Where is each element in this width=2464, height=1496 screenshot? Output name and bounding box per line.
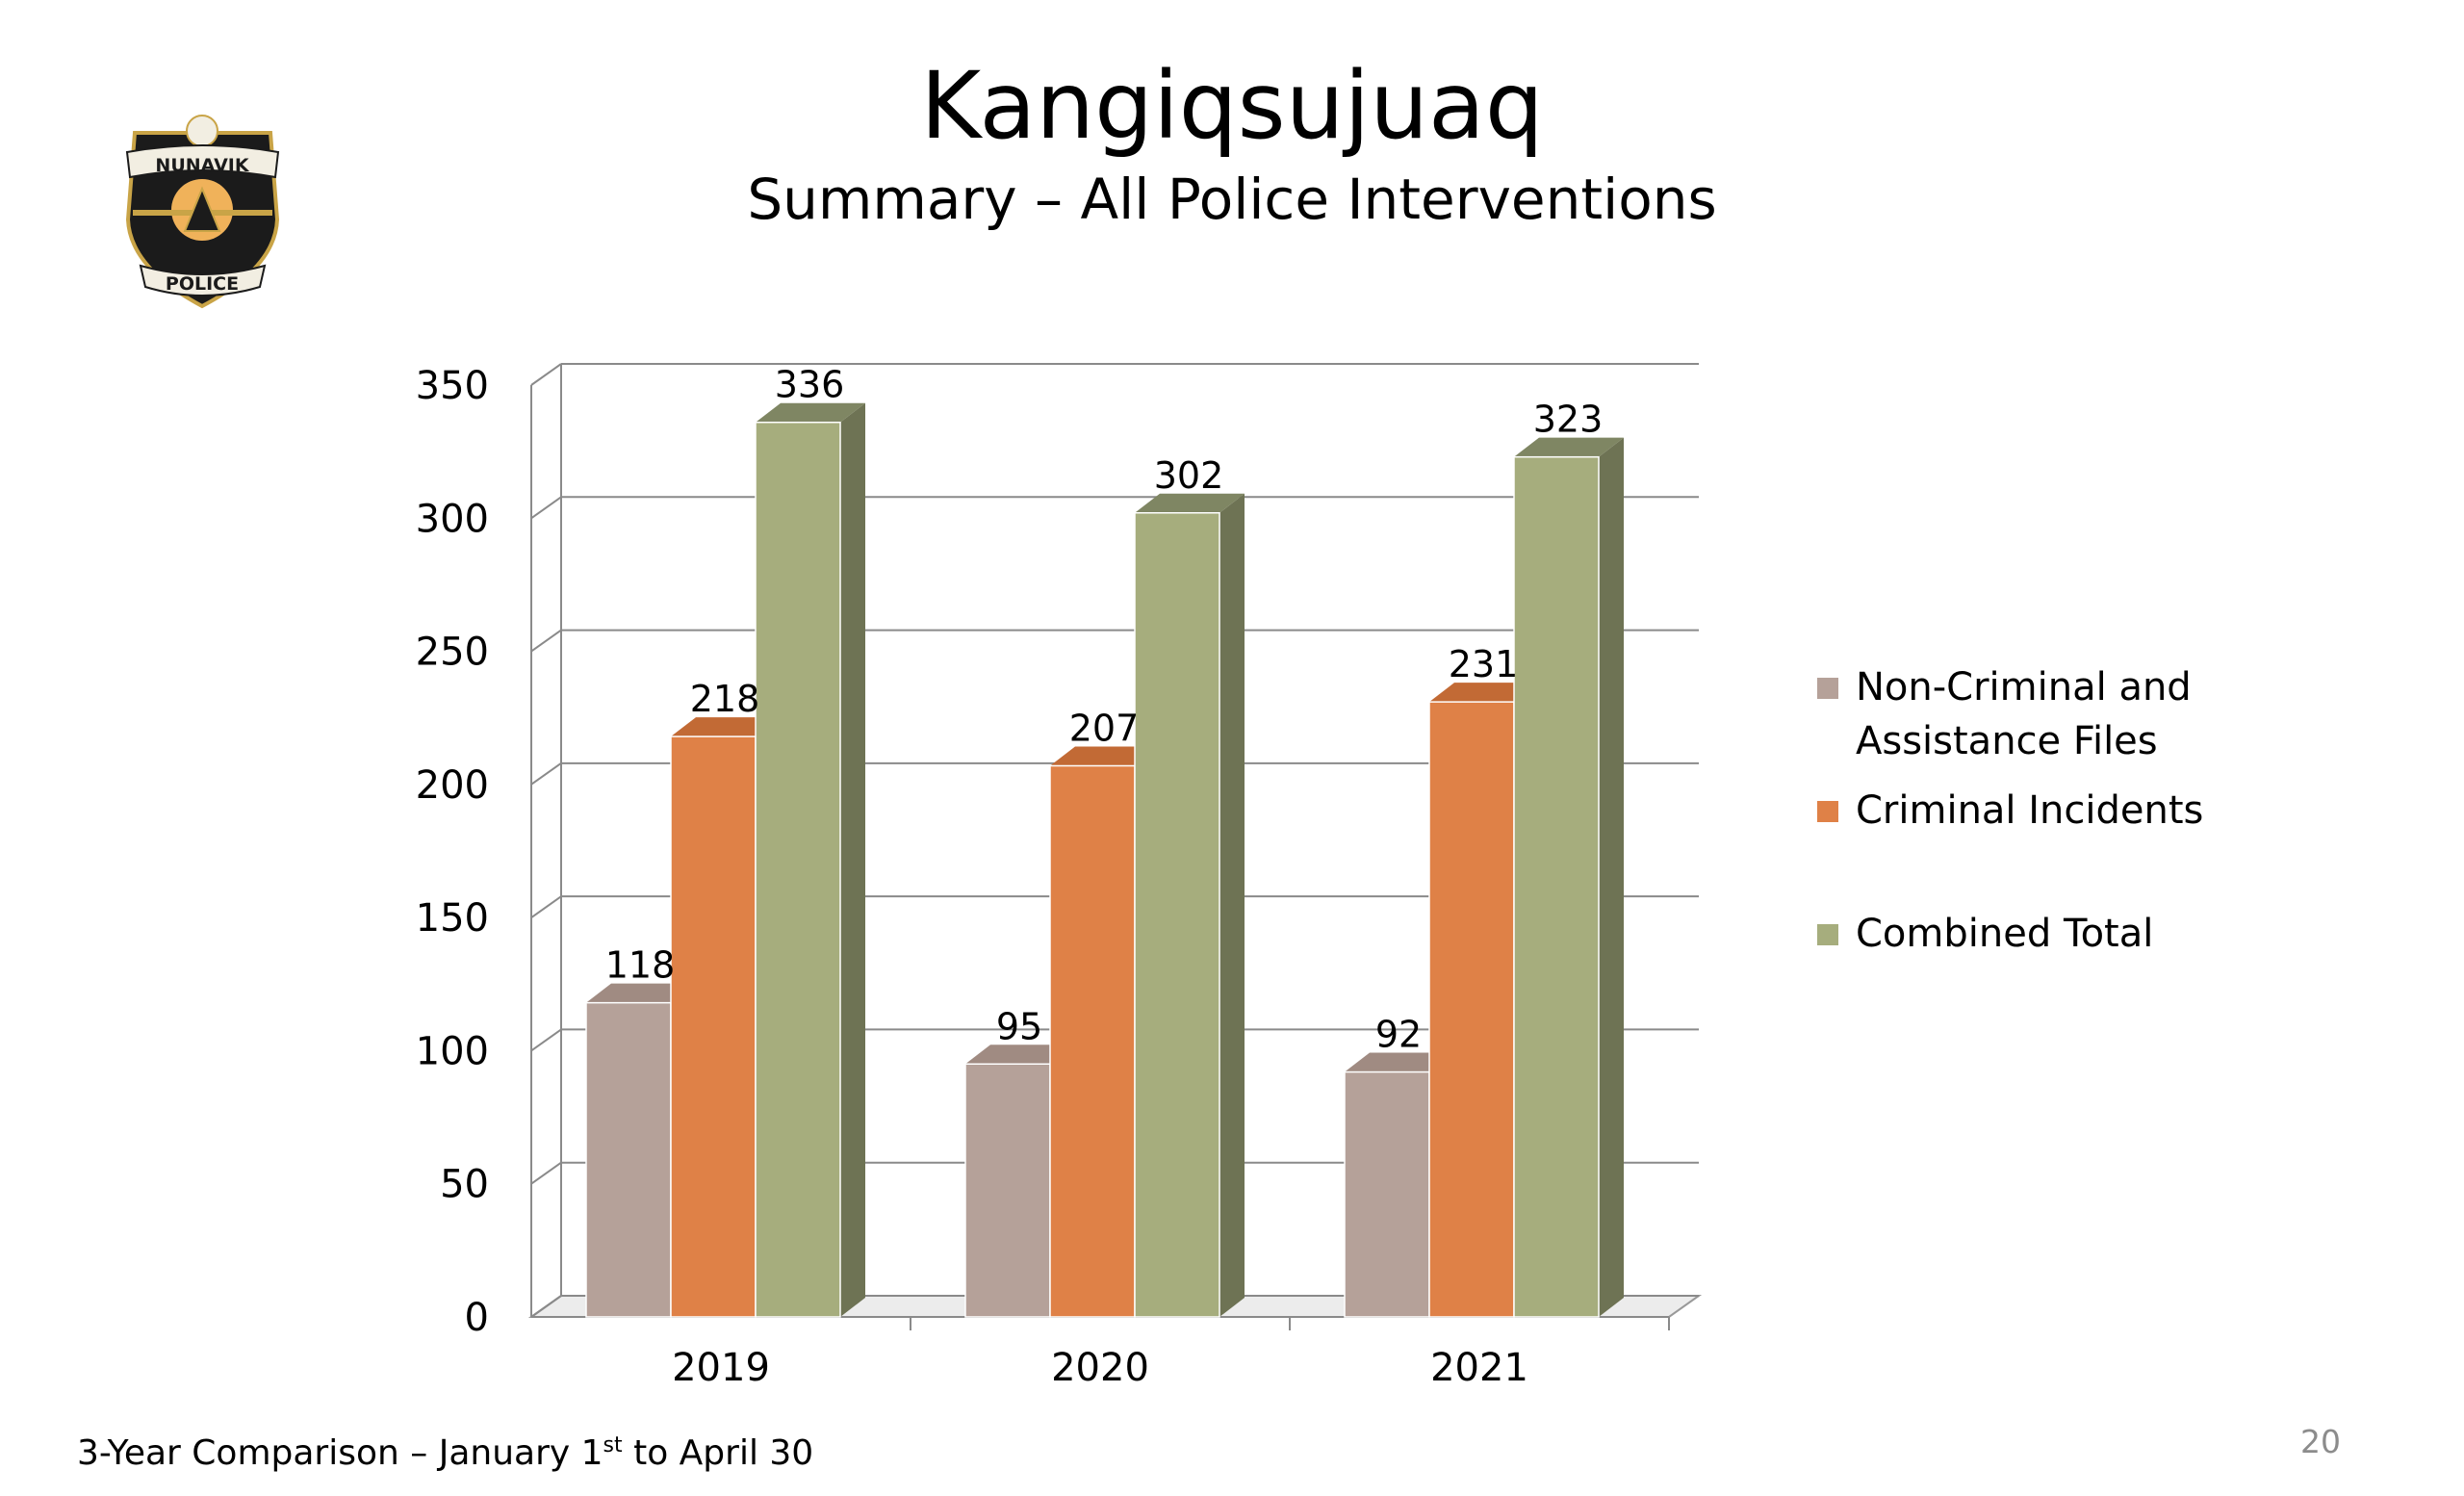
legend-item-criminal: Criminal Incidents — [1817, 784, 2203, 838]
y-tick-label: 0 — [465, 1296, 489, 1340]
data-label: 118 — [605, 944, 676, 987]
data-label: 207 — [1069, 707, 1140, 749]
bar-front — [1134, 512, 1220, 1318]
legend-swatch-combined — [1817, 924, 1838, 945]
bar — [755, 402, 865, 1318]
bar-front — [1428, 701, 1515, 1318]
legend-label-criminal: Criminal Incidents — [1856, 788, 2204, 833]
y-tick-label: 200 — [416, 763, 489, 808]
data-label: 302 — [1154, 454, 1224, 497]
y-axis-ticks: 0 50 100 150 200 250 300 350 — [416, 364, 489, 1340]
nunavik-police-logo: NUNAVIK POLICE — [125, 115, 280, 309]
x-category-label: 2021 — [1430, 1346, 1528, 1390]
gridline-diag — [530, 1161, 562, 1185]
gridline-diag — [530, 895, 562, 918]
legend-label-combined: Combined Total — [1856, 912, 2154, 956]
bar-side — [1219, 493, 1245, 1317]
bar-side — [840, 402, 865, 1318]
data-label: 95 — [996, 1005, 1042, 1047]
bar-side — [1599, 437, 1624, 1317]
data-labels: 118 218 336 95 207 302 92 231 323 — [605, 364, 1604, 1056]
bar-top — [1135, 493, 1245, 513]
bar-top — [1050, 746, 1160, 766]
gridline-diag — [530, 363, 562, 386]
bar-top — [1345, 1052, 1454, 1072]
y-tick-label: 150 — [416, 896, 489, 941]
y-tick-label: 250 — [416, 631, 489, 675]
data-label: 323 — [1533, 399, 1604, 441]
data-label: 231 — [1449, 643, 1519, 685]
y-tick-label: 350 — [416, 364, 489, 408]
x-axis-categories: 2019 2020 2021 — [672, 1346, 1528, 1390]
bar-front — [755, 421, 841, 1318]
logo-bottom-text: POLICE — [166, 273, 239, 295]
gridline-diag — [530, 1295, 562, 1318]
bar — [1134, 493, 1245, 1318]
bar — [1428, 683, 1539, 1318]
footnote-end: to April 30 — [622, 1433, 814, 1473]
bar-top — [756, 402, 865, 423]
gridline-diag — [530, 762, 562, 786]
legend-swatch-non-criminal — [1817, 678, 1838, 699]
bar-top — [1514, 437, 1624, 457]
bar-front — [670, 735, 757, 1318]
legend-swatch-criminal — [1817, 801, 1838, 822]
footnote: 3-Year Comparison – January 1st to April… — [77, 1425, 813, 1475]
x-category-label: 2020 — [1051, 1346, 1149, 1390]
slide-subtitle: Summary – All Police Interventions — [747, 167, 1717, 232]
chart-bars — [585, 402, 1624, 1318]
page-number: 20 — [2300, 1423, 2341, 1460]
gridline-diag — [530, 629, 562, 653]
data-label: 92 — [1375, 1014, 1422, 1056]
y-tick-label: 100 — [416, 1029, 489, 1073]
bar-top — [586, 983, 696, 1003]
data-label: 336 — [775, 364, 845, 406]
bar-front — [1513, 455, 1600, 1318]
legend-label-non-criminal: Non-Criminal and Assistance Files — [1856, 665, 2192, 763]
legend-item-combined: Combined Total — [1817, 907, 2153, 961]
slide-title: Kangiqsujuaq — [920, 52, 1544, 160]
y-tick-label: 300 — [416, 497, 489, 541]
y-tick-label: 50 — [440, 1163, 489, 1207]
bar-top — [965, 1045, 1075, 1065]
bar-front — [1049, 764, 1136, 1318]
legend-item-non-criminal: Non-Criminal and Assistance Files — [1817, 660, 2202, 768]
footnote-superscript: st — [603, 1433, 623, 1457]
bar-front — [585, 1001, 672, 1318]
x-category-label: 2019 — [672, 1346, 770, 1390]
gridline-diag — [530, 1028, 562, 1052]
bar-top — [671, 717, 781, 737]
footnote-main: 3-Year Comparison – January 1 — [77, 1433, 603, 1473]
bar — [1513, 437, 1624, 1318]
bar-front — [964, 1063, 1051, 1318]
gridline-diag — [530, 496, 562, 520]
logo-top-text: NUNAVIK — [155, 155, 249, 176]
bar-top — [1429, 683, 1539, 703]
data-label: 218 — [690, 678, 760, 720]
bar-front — [1344, 1070, 1430, 1318]
